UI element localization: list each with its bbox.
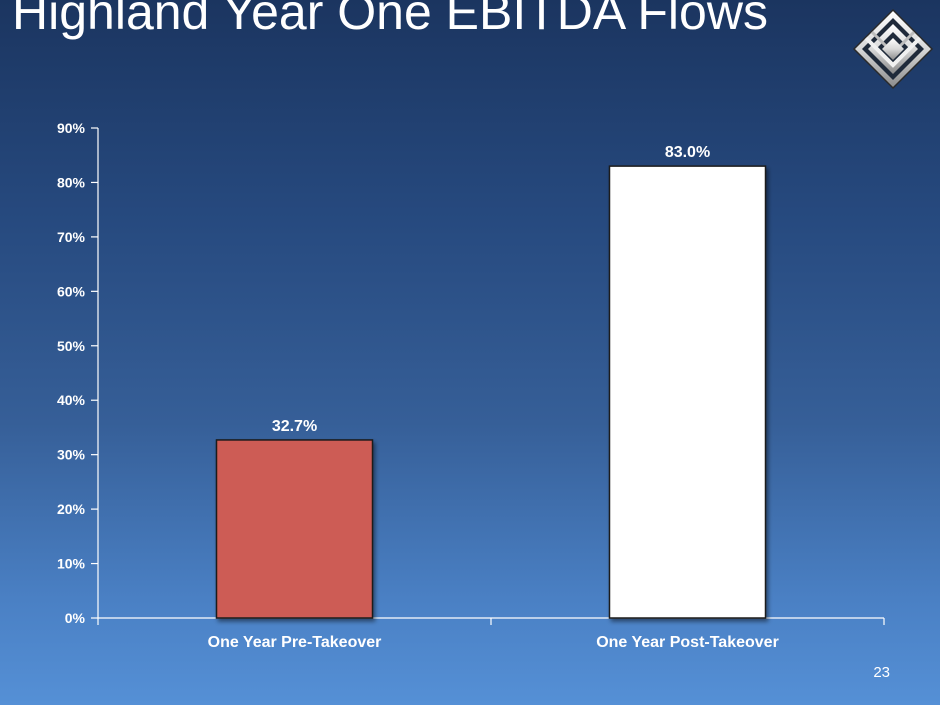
y-tick-label: 10% xyxy=(57,556,86,572)
chart-labels: 0% 10% 20% 30% 40% 50% 60% 70% 80% 90% 32.7% One Ye… xyxy=(57,120,779,651)
data-label: 32.7% xyxy=(272,418,317,435)
diamond-chevron-logo-icon xyxy=(852,8,934,90)
y-tick-label: 50% xyxy=(57,338,86,354)
y-tick-label: 0% xyxy=(65,610,86,626)
x-category-label: One Year Post-Takeover xyxy=(596,634,779,651)
y-tick-label: 80% xyxy=(57,174,86,190)
bar-post-takeover xyxy=(608,165,767,619)
y-tick-label: 90% xyxy=(57,120,86,136)
bar-pre-takeover xyxy=(215,439,374,619)
data-label: 83.0% xyxy=(665,144,710,161)
slide-title: Highland Year One EBITDA Flows xyxy=(12,0,768,40)
chart-bars xyxy=(215,165,767,619)
y-tick-label: 40% xyxy=(57,392,86,408)
y-tick-label: 60% xyxy=(57,283,86,299)
y-tick-label: 70% xyxy=(57,229,86,245)
y-tick-label: 20% xyxy=(57,501,86,517)
y-tick-label: 30% xyxy=(57,447,86,463)
page-number: 23 xyxy=(873,664,890,681)
x-category-label: One Year Pre-Takeover xyxy=(208,634,382,651)
